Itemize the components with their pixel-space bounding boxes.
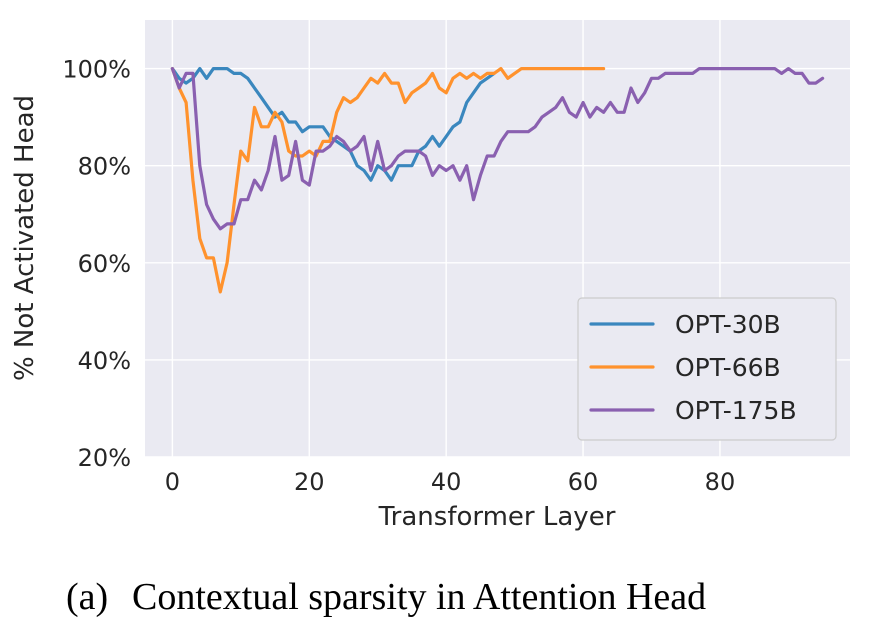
x-axis-ticks: 0 20 40 60 80 [165, 468, 735, 496]
x-tick-label: 80 [705, 468, 736, 496]
x-tick-label: 40 [431, 468, 462, 496]
caption-text: Contextual sparsity in Attention Head [132, 576, 706, 618]
legend-label-opt-30b: OPT-30B [675, 310, 781, 339]
series-lines [170, 66, 825, 294]
y-axis-label: % Not Activated Head [10, 95, 40, 381]
legend-box [577, 297, 837, 441]
y-axis-ticks: 20% 40% 60% 80% 100% [62, 56, 131, 472]
legend-label-opt-66b: OPT-66B [675, 353, 781, 382]
y-tick-label: 100% [62, 56, 131, 84]
series-line-opt-66b [170, 66, 606, 294]
y-tick-label: 20% [78, 444, 131, 472]
y-tick-label: 60% [78, 250, 131, 278]
x-tick-label: 20 [294, 468, 325, 496]
x-tick-label: 0 [165, 468, 180, 496]
caption: (a) Contextual sparsity in Attention Hea… [66, 576, 706, 618]
x-tick-label: 60 [568, 468, 599, 496]
y-tick-label: 80% [78, 153, 131, 181]
legend: OPT-30B OPT-66B OPT-175B [577, 297, 837, 441]
x-axis-label: Transformer Layer [378, 502, 616, 532]
caption-label: (a) [66, 576, 108, 618]
legend-label-opt-175b: OPT-175B [675, 396, 797, 425]
series-line-opt-175b [170, 66, 825, 231]
y-tick-label: 40% [78, 347, 131, 375]
